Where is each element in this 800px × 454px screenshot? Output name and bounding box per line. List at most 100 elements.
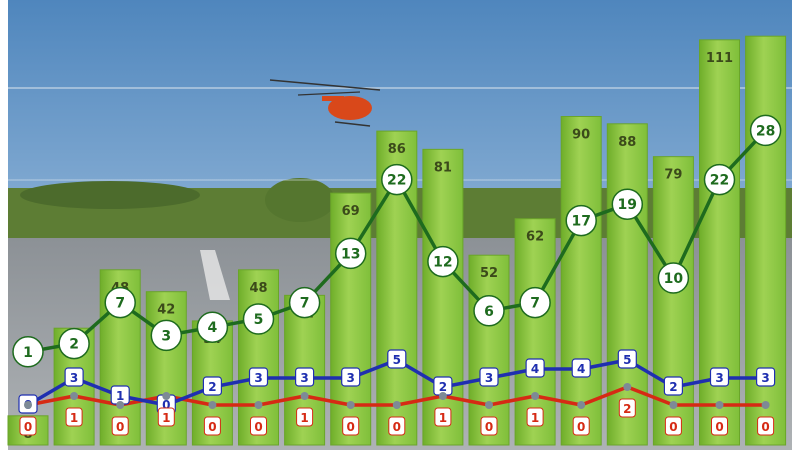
blue-point <box>248 367 269 387</box>
green-point <box>565 204 597 237</box>
blue-point <box>571 358 591 378</box>
green-point-label: 10 <box>664 271 684 287</box>
green-point <box>611 188 644 220</box>
blue-point <box>479 367 499 387</box>
red-point-label: 0 <box>116 420 124 434</box>
bars-layer: 83248423448416986815262908879111 <box>7 35 787 446</box>
red-point-box <box>572 416 590 436</box>
bar-value-label: 69 <box>342 204 360 219</box>
bar <box>560 116 602 446</box>
blue-point <box>709 367 730 387</box>
blue-point-label: 4 <box>577 362 585 376</box>
red-point-box <box>65 407 83 427</box>
red-point-box <box>157 407 175 427</box>
blue-point <box>755 367 776 387</box>
bar-value-label: 81 <box>434 160 452 175</box>
green-point <box>519 286 551 319</box>
green-point-label: 19 <box>618 197 637 213</box>
red-point-box <box>19 416 37 436</box>
green-point-label: 7 <box>115 296 125 312</box>
green-point <box>381 163 413 196</box>
red-point <box>300 392 309 400</box>
red-point-box <box>250 416 267 436</box>
red-point-box <box>111 416 129 436</box>
blue-point-label: 2 <box>439 380 447 394</box>
red-point <box>623 383 632 391</box>
red-point-box <box>526 407 544 427</box>
blue-point <box>617 349 637 369</box>
green-point-label: 7 <box>300 296 310 312</box>
green-point <box>196 311 229 343</box>
blue-point-label: 3 <box>485 371 493 385</box>
bar <box>652 156 694 446</box>
green-point <box>104 286 136 319</box>
red-point-box <box>480 416 498 436</box>
red-point-label: 0 <box>761 420 769 434</box>
blue-point-label: 3 <box>70 371 78 385</box>
green-point <box>749 114 782 147</box>
green-point-label: 12 <box>433 255 452 271</box>
blue-point-label: 3 <box>347 371 355 385</box>
red-point-box <box>342 416 360 436</box>
red-point <box>116 401 125 409</box>
blue-point-label: 1 <box>116 389 124 403</box>
blue-point <box>387 349 407 369</box>
red-point <box>392 401 401 409</box>
red-point-box <box>434 407 452 427</box>
red-point-box <box>664 416 682 436</box>
red-point-label: 0 <box>485 420 493 434</box>
red-point <box>715 401 724 409</box>
blue-point <box>525 358 545 378</box>
green-point-label: 3 <box>161 328 171 344</box>
green-point <box>334 237 367 270</box>
green-point <box>58 327 90 360</box>
red-point <box>531 392 540 400</box>
green-point-label: 1 <box>23 345 33 361</box>
blue-point-label: 3 <box>300 371 308 385</box>
red-point-label: 0 <box>669 420 677 434</box>
green-point <box>657 262 690 294</box>
green-point-label: 5 <box>254 312 264 328</box>
blue-point-label: 5 <box>393 353 401 367</box>
red-point <box>70 392 79 400</box>
bar-value-label: 88 <box>618 135 636 150</box>
bar <box>468 254 510 446</box>
red-point-label: 0 <box>208 420 216 434</box>
blue-point-label: 4 <box>531 362 539 376</box>
green-point-label: 22 <box>387 173 406 189</box>
blue-point-label: 5 <box>623 353 631 367</box>
red-point-label: 1 <box>439 411 447 425</box>
blue-point-label: 3 <box>715 371 723 385</box>
blue-point-label: 3 <box>254 371 262 385</box>
red-point-box <box>757 416 775 436</box>
red-point-label: 1 <box>162 411 170 425</box>
blue-point <box>64 367 84 387</box>
green-point-label: 22 <box>710 173 729 189</box>
bar-value-label: 86 <box>388 142 406 157</box>
green-point <box>288 286 321 319</box>
green-point-label: 17 <box>571 214 590 230</box>
helicopter-icon <box>269 79 381 127</box>
red-point <box>162 392 171 400</box>
bar-value-label: 90 <box>572 128 590 143</box>
green-point <box>12 336 44 368</box>
bar-value-label: 42 <box>157 303 175 318</box>
green-point-label: 4 <box>208 320 218 336</box>
red-point <box>24 401 32 409</box>
red-point-box <box>296 407 314 427</box>
red-point <box>346 401 355 409</box>
bar <box>422 148 464 446</box>
blue-point <box>663 376 684 396</box>
blue-point-label: 2 <box>669 380 677 394</box>
blue-point <box>295 367 315 387</box>
bar <box>514 218 556 446</box>
red-point <box>254 401 263 409</box>
bar <box>606 123 648 446</box>
bar-value-label: 48 <box>249 281 267 296</box>
green-point <box>703 163 736 196</box>
green-point-label: 2 <box>69 337 79 353</box>
blue-point <box>341 367 361 387</box>
red-point <box>438 392 447 400</box>
